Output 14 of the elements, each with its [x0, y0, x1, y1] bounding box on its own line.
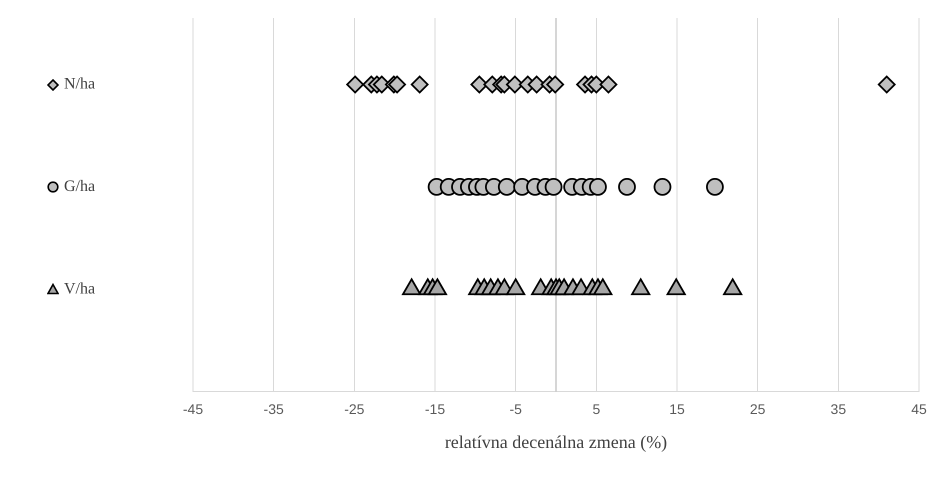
x-tick-label: 5: [592, 400, 600, 417]
x-tick-label: -15: [424, 400, 446, 417]
x-axis-title: relatívna decenálna zmena (%): [444, 432, 668, 452]
x-tick-label: -25: [344, 400, 365, 417]
x-tick-label: 45: [911, 400, 927, 417]
x-tick-label: -5: [509, 400, 522, 417]
x-tick-label: 35: [830, 400, 846, 417]
y-tick-label: G/ha: [64, 178, 96, 196]
x-tick-label: -35: [264, 400, 284, 417]
y-tick-label: N/ha: [64, 76, 96, 93]
x-tick-label: -45: [182, 400, 204, 417]
x-tick-label: 25: [750, 400, 766, 417]
x-tick-label: 15: [669, 400, 685, 417]
y-tick-label: V/ha: [64, 280, 96, 298]
